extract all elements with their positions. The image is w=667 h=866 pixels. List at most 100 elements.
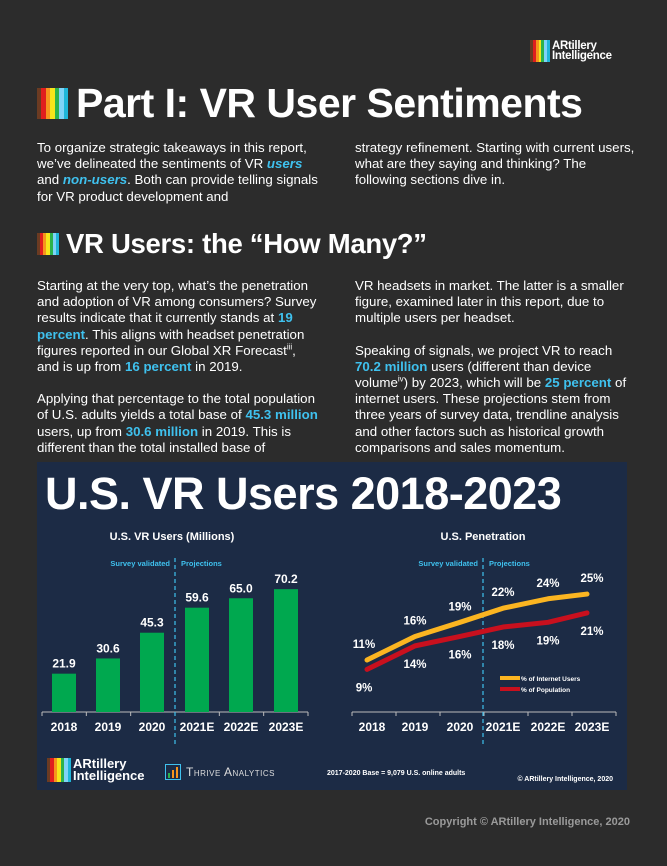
paragraph: To organize strategic takeaways in this … xyxy=(37,140,319,205)
x-tick-label: 2021E xyxy=(180,720,215,734)
x-tick-label: 2023E xyxy=(269,720,304,734)
text-run: users (different than device volume xyxy=(355,358,592,391)
text-run: users, up from xyxy=(37,423,126,439)
bar-chart-icon xyxy=(165,764,181,780)
highlight-text: 45.3 million xyxy=(245,407,318,423)
section-heading: VR Users: the “How Many?” xyxy=(37,228,427,260)
page-title: Part I: VR User Sentiments xyxy=(37,80,583,127)
data-label: 16% xyxy=(448,649,471,661)
text-run: of internet users. These projections ste… xyxy=(355,375,627,455)
text-run: To organize strategic takeaways in this … xyxy=(37,140,307,172)
data-label: 24% xyxy=(536,578,559,590)
bar xyxy=(140,632,164,712)
data-label: 22% xyxy=(491,587,514,599)
data-label: 19% xyxy=(448,601,471,613)
logo-line2: Intelligence xyxy=(552,50,612,62)
thrive-text: Thrive Analytics xyxy=(186,765,275,779)
paragraph: Speaking of signals, we project VR to re… xyxy=(355,343,637,456)
infographic-panel: U.S. VR Users 2018-2023 U.S. VR Users (M… xyxy=(37,462,627,790)
rainbow-icon xyxy=(37,233,59,255)
text-run: Applying that percentage to the total po… xyxy=(37,391,315,423)
highlight-text: users xyxy=(266,156,303,172)
bar-value-label: 21.9 xyxy=(52,657,76,671)
projections-label: Projections xyxy=(181,559,222,568)
text-run: . Both can provide telling signals for V… xyxy=(37,172,318,204)
text-run: ) by 2023, which will be xyxy=(403,375,545,391)
charts-svg: U.S. VR Users (Millions) 2018 2019 2020 2021… xyxy=(41,531,617,745)
data-label: 25% xyxy=(580,573,603,585)
bar-value-label: 45.3 xyxy=(140,616,164,630)
text-run: VR headsets in market. The latter is a s… xyxy=(355,278,624,326)
series-line xyxy=(364,591,590,663)
x-tick-label: 2022E xyxy=(531,720,566,734)
x-tick-label: 2022E xyxy=(224,720,259,734)
legend-label: % of Internet Users xyxy=(521,676,581,683)
bar-value-label: 59.6 xyxy=(185,591,209,605)
highlight-text: 30.6 million xyxy=(125,423,199,439)
data-label: 16% xyxy=(403,615,426,627)
bar xyxy=(52,673,76,712)
survey-validated-label: Survey validated xyxy=(418,559,478,568)
rainbow-logo-icon xyxy=(530,40,551,62)
x-tick-label: 2019 xyxy=(95,720,122,734)
bar xyxy=(96,658,120,712)
logo-line2: Intelligence xyxy=(73,768,145,783)
chart-title: U.S. Penetration xyxy=(441,531,526,543)
paragraph: Applying that percentage to the total po… xyxy=(37,391,319,456)
data-label: 21% xyxy=(580,626,603,638)
text-run: and xyxy=(37,172,63,188)
bar xyxy=(229,598,253,712)
paragraph: Starting at the very top, what’s the pen… xyxy=(37,278,319,375)
logo-line1: ARtillery xyxy=(552,40,597,52)
page-title-text: Part I: VR User Sentiments xyxy=(76,80,583,126)
brand-logo: ARtillery Intelligence xyxy=(530,40,612,62)
footer-logo: ARtillery Intelligence xyxy=(47,756,145,783)
data-label: 11% xyxy=(353,639,375,651)
bar-value-label: 30.6 xyxy=(96,641,120,655)
chart-title: U.S. VR Users (Millions) xyxy=(110,531,235,543)
text-run: Speaking of signals, we project VR to re… xyxy=(355,342,613,358)
body-right: VR headsets in market. The latter is a s… xyxy=(355,278,637,472)
x-tick-label: 2020 xyxy=(447,720,474,734)
data-label: 14% xyxy=(403,659,426,671)
highlight-text: 70.2 million xyxy=(355,358,428,374)
body-left: Starting at the very top, what’s the pen… xyxy=(37,278,319,472)
section-heading-text: VR Users: the “How Many?” xyxy=(66,228,427,259)
highlight-text: non-users xyxy=(62,172,128,188)
intro-right: strategy refinement. Starting with curre… xyxy=(355,140,637,205)
rainbow-logo-icon xyxy=(47,758,71,782)
projections-label: Projections xyxy=(489,559,530,568)
paragraph: strategy refinement. Starting with curre… xyxy=(355,140,637,189)
highlight-text: 16 percent xyxy=(124,359,192,375)
x-tick-label: 2019 xyxy=(402,720,429,734)
text-run: . This aligns with headset penetration f… xyxy=(37,326,305,358)
text-run: Starting at the very top, what’s the pen… xyxy=(37,278,317,326)
thrive-logo: Thrive Analytics xyxy=(165,764,275,780)
page-footer: Copyright © ARtillery Intelligence, 2020 xyxy=(424,816,630,828)
infographic-copyright: © ARtillery Intelligence, 2020 xyxy=(517,776,613,783)
base-note: 2017-2020 Base = 9,079 U.S. online adult… xyxy=(327,770,466,777)
paragraph: VR headsets in market. The latter is a s… xyxy=(355,278,637,327)
text-run: , and is up from xyxy=(37,342,296,375)
bar-value-label: 65.0 xyxy=(229,581,253,595)
x-tick-label: 2018 xyxy=(51,720,78,734)
logo-line1: ARtillery xyxy=(73,756,127,771)
intro-left: To organize strategic takeaways in this … xyxy=(37,140,319,221)
bar-value-label: 70.2 xyxy=(274,572,298,586)
legend-label: % of Population xyxy=(521,687,570,694)
data-label: 18% xyxy=(491,640,514,652)
highlight-text: 19 percent xyxy=(37,310,293,342)
bar xyxy=(185,607,209,712)
x-tick-label: 2023E xyxy=(575,720,610,734)
highlight-text: iv xyxy=(397,374,404,384)
bar xyxy=(274,589,298,712)
infographic-title: U.S. VR Users 2018-2023 xyxy=(45,468,562,519)
series-line xyxy=(364,610,590,672)
x-tick-label: 2020 xyxy=(139,720,166,734)
data-label: 9% xyxy=(356,682,373,694)
x-tick-label: 2018 xyxy=(359,720,386,734)
rainbow-icon xyxy=(37,88,68,119)
highlight-text: 25 percent xyxy=(544,375,612,391)
text-run: strategy refinement. Starting with curre… xyxy=(355,140,635,188)
data-label: 19% xyxy=(536,635,559,647)
